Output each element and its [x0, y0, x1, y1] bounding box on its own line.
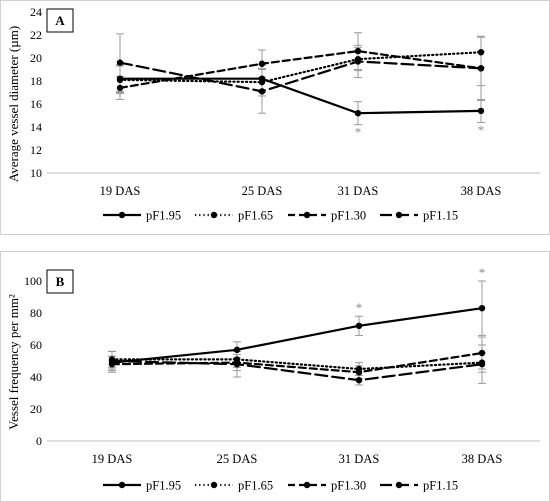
data-point	[478, 349, 486, 357]
y-tick-label: 18	[30, 74, 42, 88]
panel-b-letter: B	[56, 274, 65, 289]
panel-a-letter-box	[46, 8, 74, 33]
y-tick-label: 60	[30, 338, 42, 352]
series-line-pF1.65	[110, 358, 484, 371]
panel-b-x-ticks: 19 DAS 25 DAS 31 DAS 38 DAS	[92, 452, 503, 466]
legend-marker	[118, 211, 126, 219]
data-point	[354, 110, 362, 117]
panel-a-significance-marks: * *	[355, 122, 485, 139]
data-point	[355, 369, 363, 376]
data-point	[258, 78, 266, 86]
panel-a-legend: pF1.95 pF1.65 pF1.30 pF1.15	[103, 209, 458, 223]
x-tick-label: 25 DAS	[217, 452, 258, 466]
y-tick-label: 20	[30, 402, 42, 416]
legend-marker	[395, 481, 403, 489]
significance-mark: *	[355, 125, 362, 140]
data-point	[355, 322, 363, 329]
data-point	[355, 377, 363, 384]
panel-b-y-ticks: 0 20 40 60 80 100	[24, 274, 42, 448]
legend-label: pF1.95	[146, 479, 181, 493]
significance-mark: *	[478, 122, 485, 137]
legend-label: pF1.30	[331, 209, 366, 223]
legend-marker	[395, 211, 403, 219]
panel-a-y-ticks: 10 12 14 16 18 20 22 24	[30, 5, 42, 180]
data-point	[478, 305, 486, 312]
panel-b-chart: B Vessel frequency per mm² 020406080100 …	[0, 251, 550, 502]
panel-a-x-ticks: 19 DAS 25 DAS 31 DAS 38 DAS	[100, 184, 502, 198]
legend-marker	[303, 481, 311, 489]
y-tick-label: 24	[30, 5, 42, 19]
y-tick-label: 80	[30, 306, 42, 320]
x-tick-label: 38 DAS	[461, 184, 502, 198]
panel-b-error-bars	[108, 280, 486, 386]
x-tick-label: 19 DAS	[100, 184, 141, 198]
data-point	[116, 84, 124, 92]
data-point	[258, 60, 266, 67]
panel-a-letter: A	[55, 13, 65, 28]
panel-a-frame	[0, 0, 550, 235]
y-tick-label: 20	[30, 51, 42, 65]
legend-marker	[210, 481, 218, 489]
series-line-pF1.30	[118, 49, 483, 90]
panel-b-legend: pF1.95 pF1.65 pF1.30 pF1.15	[103, 479, 458, 493]
series-line-pF1.15	[110, 359, 484, 382]
legend-label: pF1.30	[331, 479, 366, 493]
data-point	[233, 346, 241, 353]
legend-marker	[118, 481, 126, 489]
data-point	[233, 361, 241, 368]
series-line-pF1.65	[118, 51, 483, 84]
x-tick-label: 19 DAS	[92, 452, 133, 466]
data-point	[477, 107, 485, 115]
y-tick-label: 10	[30, 166, 42, 180]
y-tick-label: 16	[30, 97, 42, 111]
legend-label: pF1.65	[238, 209, 273, 223]
significance-mark: *	[479, 265, 486, 280]
data-point	[354, 58, 362, 65]
series-line-pF1.15	[118, 60, 483, 93]
legend-marker	[210, 211, 218, 219]
legend-label: pF1.15	[423, 209, 458, 223]
data-point	[478, 361, 486, 368]
data-point	[258, 88, 266, 95]
panel-b-significance-marks: **	[356, 265, 486, 315]
y-tick-label: 100	[24, 274, 42, 288]
legend-marker	[303, 211, 311, 219]
y-tick-label: 22	[30, 28, 42, 42]
legend-label: pF1.95	[146, 209, 181, 223]
legend-label: pF1.15	[423, 479, 458, 493]
panel-a-chart: A Average vessel diameter (µm) 101214161…	[0, 0, 550, 235]
y-tick-label: 12	[30, 143, 42, 157]
x-tick-label: 25 DAS	[242, 184, 283, 198]
y-tick-label: 0	[36, 434, 42, 448]
panel-b-lines	[108, 305, 486, 384]
panel-a-y-axis-label: Average vessel diameter (µm)	[6, 26, 21, 182]
panel-b-letter-box	[46, 269, 74, 294]
data-point	[116, 59, 124, 66]
data-point	[477, 49, 485, 56]
data-point	[354, 47, 362, 55]
data-point	[477, 65, 485, 72]
data-point	[116, 76, 124, 84]
panel-b-y-axis-label: Vessel frequency per mm²	[6, 294, 21, 430]
x-tick-label: 31 DAS	[339, 452, 380, 466]
legend-label: pF1.65	[238, 479, 273, 493]
data-point	[108, 357, 116, 365]
significance-mark: *	[356, 300, 363, 315]
series-line-pF1.95	[110, 307, 484, 364]
x-tick-label: 31 DAS	[338, 184, 379, 198]
series-line-pF1.95	[118, 77, 483, 115]
y-tick-label: 14	[30, 120, 42, 134]
panel-a-lines	[116, 47, 485, 117]
y-tick-label: 40	[30, 370, 42, 384]
x-tick-label: 38 DAS	[462, 452, 503, 466]
